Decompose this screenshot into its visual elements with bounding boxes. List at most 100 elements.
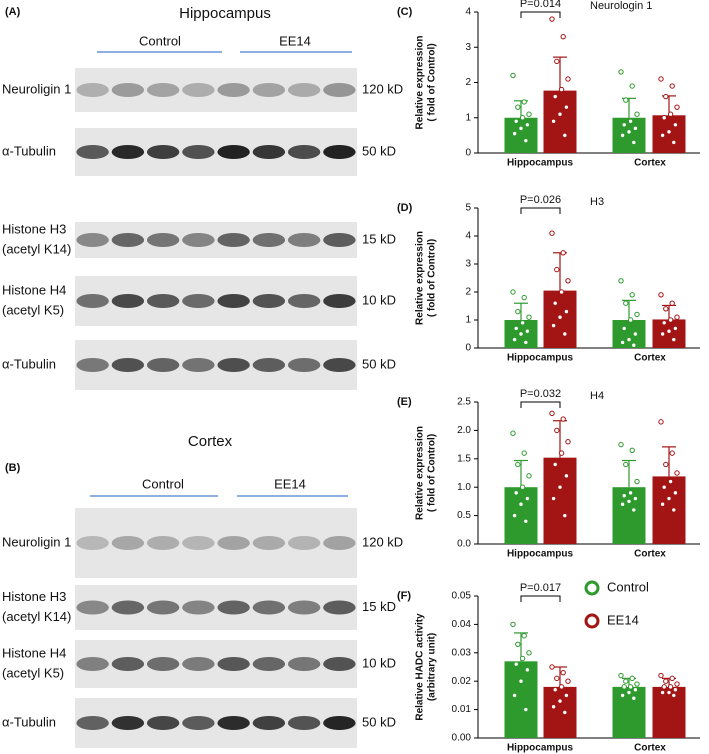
data-point bbox=[560, 250, 566, 256]
blot-band bbox=[182, 536, 215, 550]
significance-bracket bbox=[520, 595, 561, 602]
data-point bbox=[519, 484, 526, 490]
y-axis-label: Relative HADC activity bbox=[415, 613, 426, 721]
blot-row-label: (acetyl K5) bbox=[2, 665, 64, 680]
data-point bbox=[626, 689, 632, 696]
data-point bbox=[562, 132, 568, 139]
data-point bbox=[669, 450, 675, 456]
data-point bbox=[557, 484, 563, 490]
data-point bbox=[621, 122, 627, 128]
blot-band bbox=[217, 294, 250, 308]
group-label: Control bbox=[139, 33, 181, 48]
blot-band bbox=[76, 600, 109, 615]
y-tick-label: 0.05 bbox=[452, 591, 472, 602]
blot-band bbox=[76, 536, 109, 550]
blot-band bbox=[287, 657, 321, 671]
data-point bbox=[619, 692, 626, 699]
data-point bbox=[557, 698, 563, 704]
data-point bbox=[661, 484, 667, 490]
blot-band bbox=[111, 294, 145, 308]
data-point bbox=[632, 495, 639, 502]
data-point bbox=[563, 692, 570, 699]
blot-band bbox=[111, 83, 145, 97]
blot-band bbox=[323, 536, 356, 550]
bar bbox=[543, 686, 577, 738]
data-point bbox=[563, 473, 570, 479]
y-tick-label: 4 bbox=[465, 7, 471, 18]
y-axis-label: ( fold of Control) bbox=[427, 239, 438, 317]
blot-band bbox=[217, 716, 250, 730]
data-point bbox=[618, 278, 624, 284]
data-point bbox=[632, 331, 639, 337]
data-point bbox=[519, 320, 526, 326]
data-point bbox=[663, 678, 669, 684]
data-point bbox=[666, 689, 672, 696]
blot-row-label: α-Tubulin bbox=[2, 714, 56, 729]
blot-row-label: Histone H4 bbox=[2, 645, 66, 660]
data-point bbox=[524, 122, 531, 128]
data-point bbox=[562, 512, 568, 519]
data-point bbox=[550, 495, 557, 502]
panel-label: (F) bbox=[397, 590, 411, 602]
data-point bbox=[671, 692, 677, 699]
data-point bbox=[671, 507, 677, 513]
panel-label: (D) bbox=[397, 202, 413, 214]
data-point bbox=[521, 99, 527, 105]
blot-band bbox=[287, 716, 321, 730]
y-axis-label: Relative expression bbox=[415, 426, 426, 520]
data-point bbox=[659, 132, 666, 139]
y-tick-label: 0.04 bbox=[452, 619, 472, 630]
data-point bbox=[663, 93, 669, 100]
blot-image bbox=[75, 508, 357, 578]
data-point bbox=[672, 325, 679, 332]
blot-band bbox=[111, 358, 145, 372]
data-point bbox=[513, 661, 519, 667]
data-point bbox=[659, 331, 666, 337]
data-point bbox=[510, 289, 516, 295]
data-point bbox=[519, 115, 526, 121]
size-label: 50 kD bbox=[362, 714, 396, 729]
blot-band bbox=[111, 145, 145, 159]
bar bbox=[612, 487, 646, 544]
blot-band bbox=[252, 145, 286, 159]
blot-band bbox=[323, 145, 356, 159]
data-point bbox=[524, 667, 531, 673]
significance-bracket bbox=[520, 11, 561, 18]
bar bbox=[612, 117, 646, 153]
blot-row-label: α-Tubulin bbox=[2, 356, 56, 371]
data-point bbox=[672, 687, 679, 693]
bar bbox=[543, 457, 577, 544]
blot-band bbox=[323, 83, 356, 97]
y-tick-label: 2 bbox=[465, 77, 471, 88]
data-point bbox=[524, 495, 531, 502]
data-point bbox=[667, 317, 674, 323]
significance-bracket bbox=[520, 401, 561, 408]
bar bbox=[504, 487, 538, 544]
blot-band bbox=[182, 716, 215, 730]
data-point bbox=[526, 473, 532, 479]
chart-annotation: H3 bbox=[590, 196, 604, 208]
blot-band bbox=[252, 657, 286, 671]
data-point bbox=[510, 621, 516, 628]
y-tick-label: 2.0 bbox=[457, 425, 471, 436]
size-label: 10 kD bbox=[362, 655, 396, 670]
blot-band bbox=[287, 600, 321, 615]
y-tick-label: 0.00 bbox=[452, 733, 472, 744]
y-tick-label: 2.5 bbox=[457, 397, 471, 408]
data-point bbox=[659, 689, 666, 696]
data-point bbox=[550, 704, 557, 710]
blot-band bbox=[76, 83, 109, 97]
data-point bbox=[658, 672, 664, 679]
data-point bbox=[515, 104, 521, 110]
blot-title: Cortex bbox=[188, 433, 233, 450]
data-point bbox=[515, 641, 521, 647]
y-tick-label: 1 bbox=[465, 315, 471, 326]
group-label: EE14 bbox=[279, 33, 311, 48]
data-point bbox=[558, 450, 565, 456]
data-point bbox=[550, 118, 557, 124]
data-point bbox=[623, 300, 629, 306]
data-point bbox=[658, 292, 664, 298]
y-tick-label: 5 bbox=[465, 203, 471, 214]
x-tick-label: Cortex bbox=[634, 743, 666, 754]
data-point bbox=[634, 681, 640, 687]
